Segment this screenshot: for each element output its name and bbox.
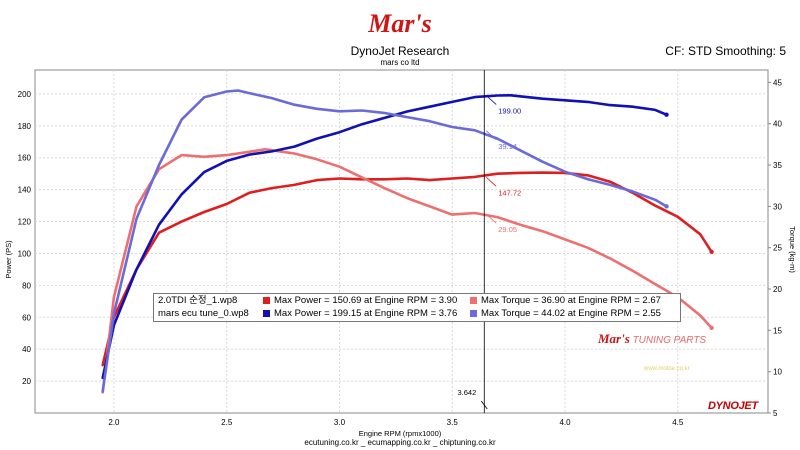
rpm-cursor-pointer [480,400,488,410]
cursor-value-label: 199.00 [498,107,521,116]
legend-row-stock: 2.0TDI 순정_1.wp8 Max Power = 150.69 at En… [154,294,680,307]
logo-text: Mar's [367,9,432,38]
legend-file-tuned: mars ecu tune_0.wp8 [158,308,249,319]
rpm-cursor-value: 3.642 [457,388,476,397]
cursor-pointer-2 [486,177,497,187]
series-end-marker-0 [709,249,714,255]
series-end-marker-2 [664,112,669,117]
y-left-axis-label: Power (PS) [4,240,13,279]
y-left-tick-label: 20 [22,377,31,386]
cursor-value-label: 39.14 [498,142,517,151]
y-left-tick-label: 60 [22,313,31,322]
legend-swatch-tuned-torque [470,310,477,317]
plot-area [34,69,769,414]
cursor-value-label: 29.05 [498,225,517,234]
cursor-pointer-3 [486,213,497,224]
legend-box: 2.0TDI 순정_1.wp8 Max Power = 150.69 at En… [153,293,681,322]
cursor-pointer-1 [486,130,497,141]
mars-logo: Mar's [367,9,432,38]
x-axis-label: Engine RPM (rpmx1000) [358,429,442,438]
series-end-marker-1 [709,325,714,331]
x-tick-label: 2.0 [108,418,120,427]
y-right-tick-label: 40 [773,120,782,129]
legend-power-tuned: Max Power = 199.15 at Engine RPM = 3.76 [274,308,458,319]
dynojet-logo: DYNOJET [708,400,758,412]
watermark-brand-name: Mar's [598,331,630,346]
legend-file-stock: 2.0TDI 순정_1.wp8 [158,295,238,306]
page-title: DynoJet Research [350,44,450,58]
watermark-brand: Mar's TUNING PARTS [598,331,706,347]
correction-factor-label: CF: STD Smoothing: 5 [665,44,786,58]
y-right-tick-label: 5 [773,409,778,418]
y-left-tick-label: 40 [22,345,31,354]
legend-swatch-stock-power [263,297,270,304]
y-right-axis-label: Torque (kg-m) [788,226,797,273]
y-left-tick-label: 80 [22,281,31,290]
x-tick-label: 3.5 [447,418,459,427]
page-subtitle: mars co ltd [380,58,420,67]
series-line-0 [101,171,713,367]
y-right-tick-label: 45 [773,78,782,87]
legend-swatch-stock-torque [470,297,477,304]
y-left-tick-label: 140 [18,186,32,195]
watermark-url: www.motoe.co.kr [644,366,690,372]
y-left-tick-label: 160 [18,154,32,163]
legend-power-stock: Max Power = 150.69 at Engine RPM = 3.90 [274,295,458,306]
x-tick-label: 2.5 [221,418,233,427]
watermark-tagline: TUNING PARTS [632,335,707,346]
series-end-marker-3 [664,204,669,209]
x-tick-label: 4.5 [672,418,684,427]
footer-links: ecutuning.co.kr _ ecumapping.co.kr _ chi… [304,438,496,447]
y-left-tick-label: 100 [18,249,32,258]
y-right-tick-label: 30 [773,202,782,211]
x-tick-label: 4.0 [559,418,571,427]
cursor-pointer-0 [486,95,497,105]
cursor-value-label: 147.72 [498,188,521,197]
y-right-tick-label: 15 [773,326,782,335]
y-left-tick-label: 200 [18,90,32,99]
series-line-1 [101,148,713,394]
y-left-tick-label: 180 [18,122,32,131]
series-line-3 [101,89,668,393]
y-right-tick-label: 20 [773,285,782,294]
y-right-tick-label: 25 [773,244,782,253]
legend-torque-tuned: Max Torque = 44.02 at Engine RPM = 2.55 [481,308,661,319]
x-tick-label: 3.0 [334,418,346,427]
legend-row-tuned: mars ecu tune_0.wp8 Max Power = 199.15 a… [154,307,680,320]
y-right-tick-label: 10 [773,368,782,377]
legend-torque-stock: Max Torque = 36.90 at Engine RPM = 2.67 [481,295,661,306]
y-right-tick-label: 35 [773,161,782,170]
legend-swatch-tuned-power [263,310,270,317]
y-left-tick-label: 120 [18,218,32,227]
